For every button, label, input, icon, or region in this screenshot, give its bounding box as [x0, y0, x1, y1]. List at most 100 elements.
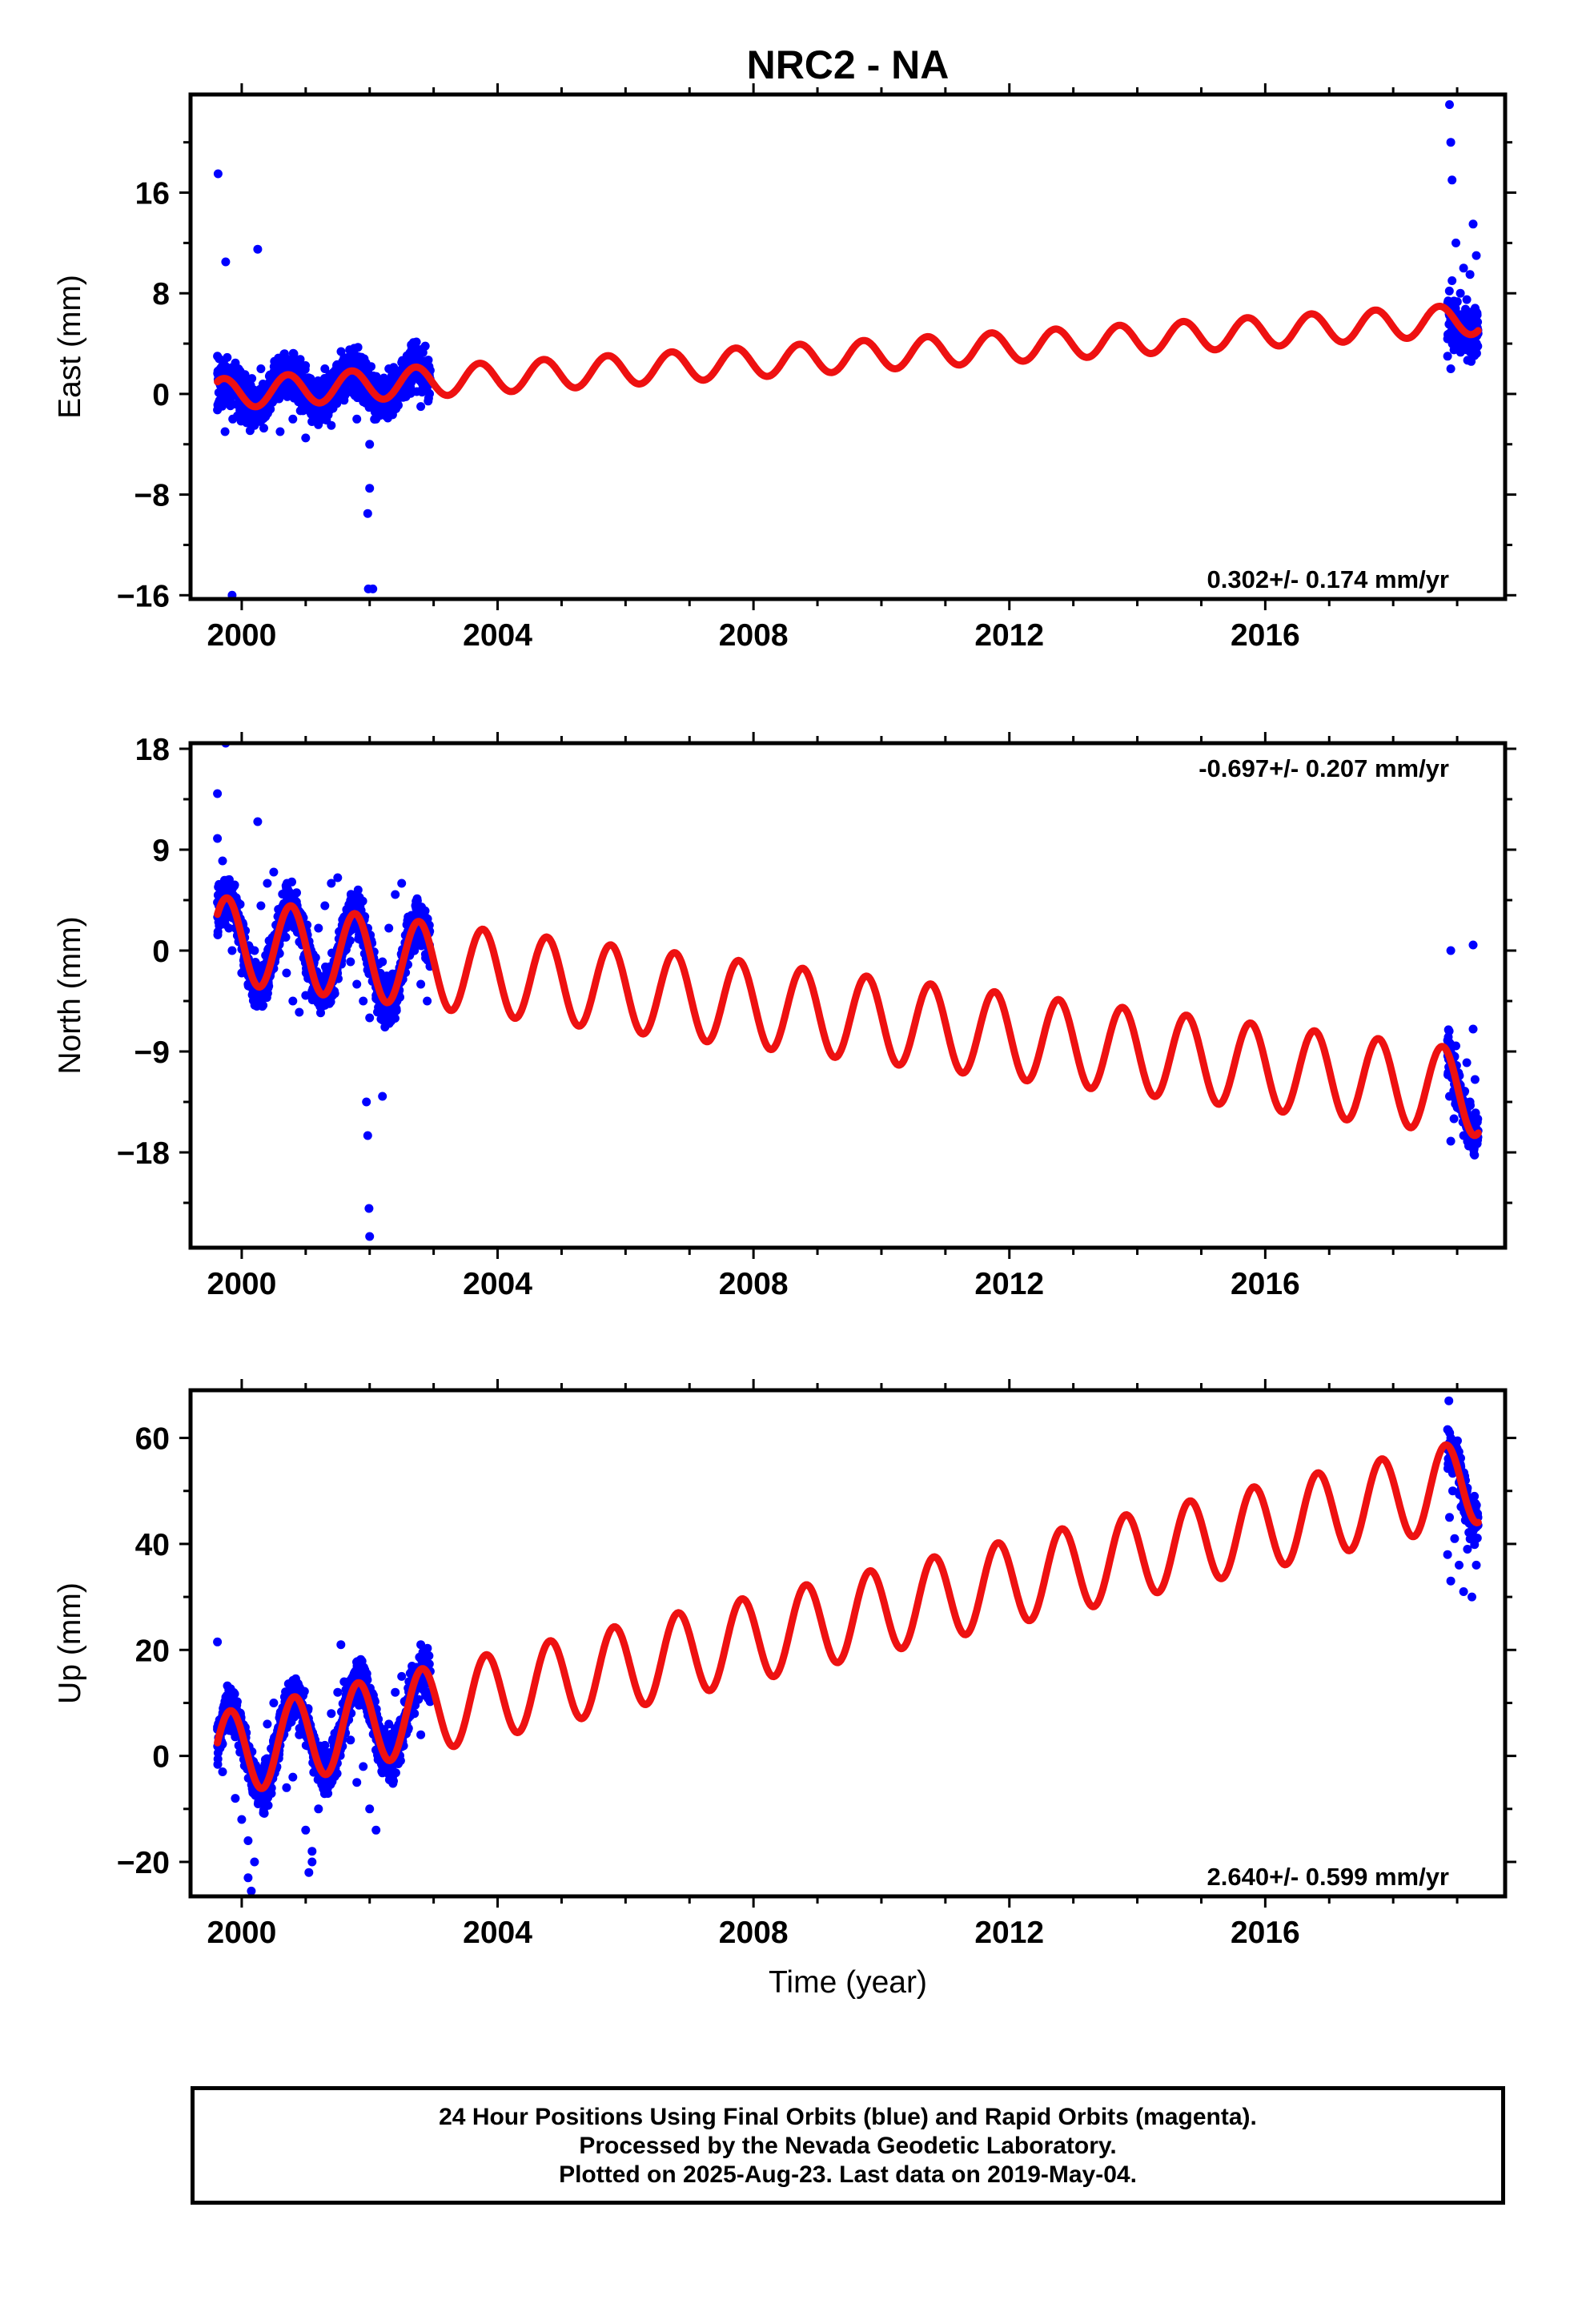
up-point — [243, 1873, 253, 1883]
x-tick-label: 2008 — [719, 1916, 789, 1950]
x-tick-label: 2016 — [1231, 1267, 1300, 1301]
north-point — [288, 996, 298, 1006]
north-point — [374, 959, 383, 969]
x-tick-label: 2012 — [974, 618, 1044, 653]
north-point — [224, 875, 234, 884]
up-point — [1472, 1501, 1481, 1510]
up-point — [247, 1886, 256, 1896]
north-point — [1446, 946, 1456, 955]
up-point — [1445, 1428, 1455, 1437]
north-point — [365, 1013, 375, 1023]
up-point — [371, 1825, 381, 1835]
east-point — [1452, 238, 1460, 247]
north-point — [391, 890, 400, 899]
up-point — [352, 1778, 362, 1787]
north-point — [1470, 1150, 1480, 1160]
north-plot-frame — [188, 741, 1508, 1250]
east-point — [1446, 138, 1456, 147]
up-point — [336, 1640, 346, 1650]
north-point — [362, 1097, 371, 1107]
up-point — [333, 1687, 343, 1697]
north-point — [1473, 1114, 1483, 1124]
north-point — [346, 957, 355, 967]
east-point — [363, 584, 373, 593]
north-point — [396, 992, 404, 1002]
up-point — [263, 1719, 272, 1729]
panel-north: 2000 2004 2008 2012 2016 −18 −9 0 9 18 North (mm) -… — [53, 732, 1516, 1301]
east-rate-label: 0.302+/- 0.174 mm/yr — [1207, 565, 1449, 593]
north-point — [397, 879, 407, 888]
north-point — [345, 936, 355, 945]
north-point — [320, 901, 330, 911]
east-point — [288, 414, 298, 424]
up-point — [1463, 1545, 1472, 1554]
up-point — [332, 1769, 342, 1779]
north-point — [213, 789, 223, 798]
east-point — [353, 343, 363, 352]
north-point — [365, 1232, 375, 1241]
east-point — [213, 169, 223, 179]
up-model-curve — [214, 1441, 1482, 1792]
east-axis-label: East (mm) — [53, 275, 87, 419]
north-point — [1468, 1024, 1478, 1034]
up-point — [365, 1804, 375, 1814]
north-point — [1444, 1027, 1454, 1036]
y-tick-label: 9 — [152, 834, 170, 868]
east-point — [223, 352, 232, 362]
east-point — [1473, 341, 1483, 351]
east-point — [256, 364, 266, 373]
north-point — [1462, 1058, 1472, 1068]
up-point — [314, 1804, 323, 1814]
east-point — [1452, 297, 1462, 307]
up-point — [327, 1709, 336, 1719]
east-point — [1472, 310, 1482, 320]
up-point — [1446, 1576, 1456, 1586]
up-point — [213, 1637, 223, 1647]
y-tick-label: 0 — [152, 378, 170, 412]
east-point — [221, 257, 231, 267]
up-point — [389, 1776, 398, 1786]
north-point — [282, 968, 291, 978]
y-tick-label: 40 — [135, 1528, 170, 1562]
east-point — [306, 374, 315, 384]
panel-up: 2000 2004 2008 2012 2016 −20 0 20 40 60 Up (mm) 2.6… — [53, 1379, 1516, 1950]
east-point — [1472, 251, 1481, 260]
east-point — [1443, 352, 1452, 361]
up-point — [307, 1857, 317, 1867]
up-point — [237, 1815, 247, 1824]
y-tick-label: −8 — [135, 479, 170, 513]
footer-line-orbits: 24 Hour Positions Using Final Orbits (bl… — [439, 2104, 1257, 2130]
up-point — [424, 1659, 434, 1669]
north-point — [420, 906, 430, 915]
north-point — [352, 979, 362, 989]
y-tick-label: −9 — [135, 1035, 170, 1070]
x-tick-label: 2012 — [974, 1267, 1044, 1301]
up-point — [282, 1783, 291, 1792]
east-point — [266, 404, 275, 414]
north-rate-label: -0.697+/- 0.207 mm/yr — [1199, 754, 1449, 782]
up-point — [304, 1868, 314, 1877]
up-point — [1453, 1436, 1462, 1445]
north-point — [281, 932, 291, 942]
x-tick-label: 2000 — [207, 618, 277, 653]
y-tick-label: 0 — [152, 935, 170, 969]
y-tick-label: 16 — [135, 177, 170, 211]
x-tick-label: 2004 — [463, 1916, 532, 1950]
east-point — [249, 418, 259, 428]
up-point — [299, 1687, 309, 1696]
north-point — [327, 879, 336, 888]
x-tick-label: 2004 — [463, 618, 532, 653]
east-point — [1456, 288, 1465, 298]
chart-title: NRC2 - NA — [747, 42, 950, 87]
north-point — [384, 923, 394, 933]
north-point — [311, 953, 320, 963]
north-point — [363, 1131, 372, 1140]
up-point — [423, 1643, 432, 1653]
up-point — [269, 1699, 279, 1707]
east-point — [1472, 348, 1481, 358]
north-point — [269, 867, 279, 877]
y-tick-label: −18 — [117, 1136, 170, 1171]
north-point — [263, 879, 272, 888]
east-point — [301, 433, 311, 443]
